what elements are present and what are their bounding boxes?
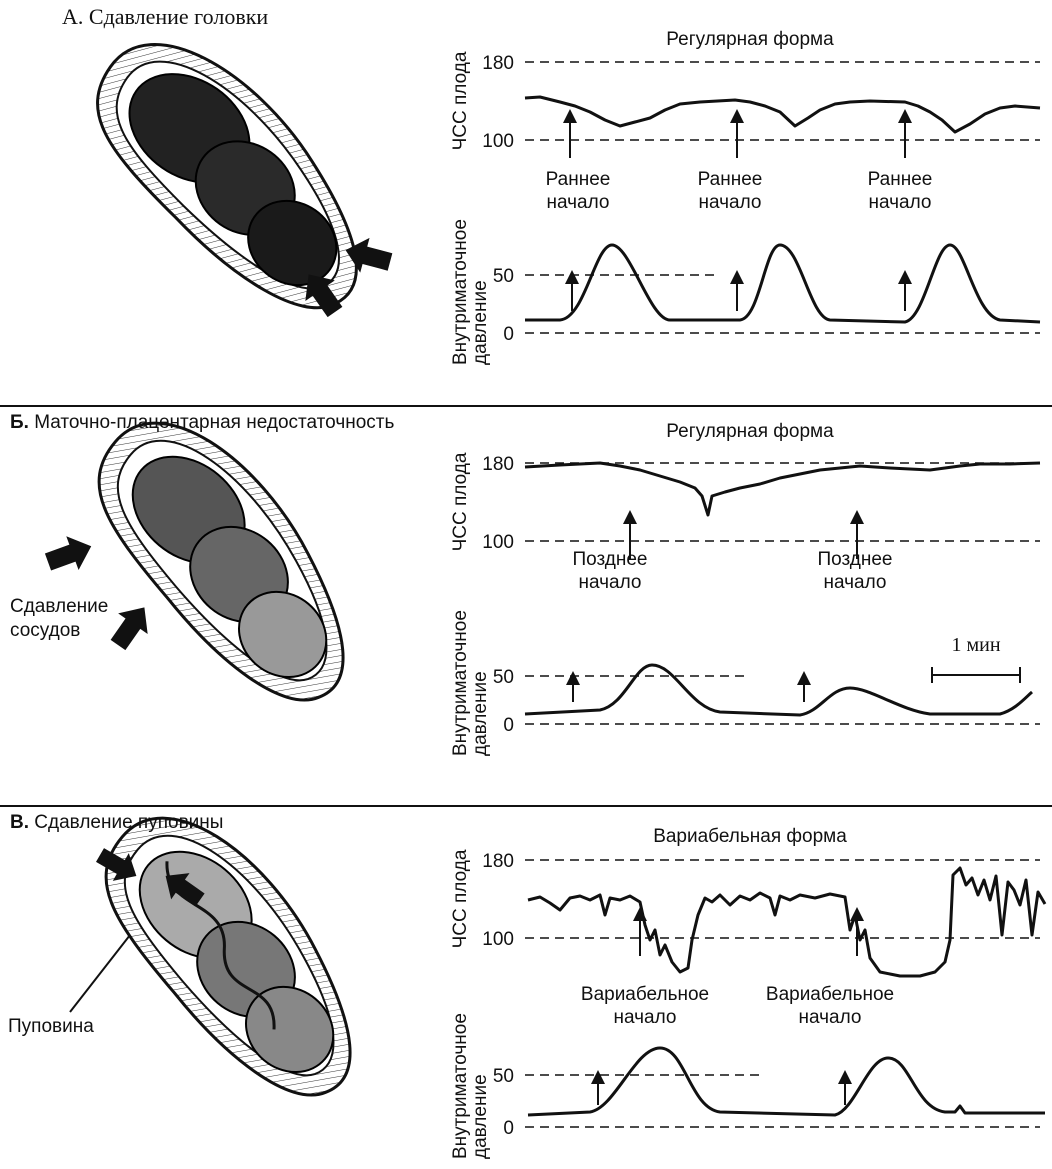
illustration <box>96 43 358 310</box>
pressure-arrow <box>96 848 137 881</box>
annotation: Раннее <box>868 169 933 190</box>
axis-label: ЧСС плода <box>450 452 471 551</box>
tick-label: 50 <box>493 667 514 688</box>
tick-label: 0 <box>503 715 514 736</box>
annotation: Вариабельное <box>581 984 709 1005</box>
illustration <box>97 421 345 702</box>
tick-label: 50 <box>493 266 514 287</box>
axis-label: ЧСС плода <box>450 849 471 948</box>
panel-letter: В. <box>10 812 29 833</box>
fhr-title: Вариабельная форма <box>653 826 847 847</box>
scale-label: 1 мин <box>951 634 1000 656</box>
tick-label: 0 <box>503 1118 514 1139</box>
illustration-label: сосудов <box>10 620 80 641</box>
pressure-arrow <box>345 237 393 273</box>
panel-title-text: Сдавление головки <box>89 4 269 29</box>
annotation: Позднее <box>572 549 647 570</box>
tick-label: 0 <box>503 324 514 345</box>
tick-label: 180 <box>482 53 514 74</box>
axis-label: Внутриматочное <box>450 610 471 756</box>
pressure-trace <box>525 243 1041 324</box>
tick-label: 100 <box>482 131 514 152</box>
illustration-label: Сдавление <box>10 596 108 617</box>
pressure-arrow <box>305 274 343 318</box>
pressure-arrow <box>44 536 92 571</box>
annotation: начало <box>579 572 642 593</box>
tick-label: 180 <box>482 454 514 475</box>
annotation: Раннее <box>546 169 611 190</box>
pressure-trace <box>527 1046 1045 1117</box>
tick-label: 50 <box>493 1066 514 1087</box>
fhr-title: Регулярная форма <box>666 29 834 50</box>
tick-label: 100 <box>482 532 514 553</box>
fhr-trace <box>524 461 1041 517</box>
pressure-arrow <box>165 873 205 907</box>
fhr-trace <box>524 95 1041 134</box>
axis-label: Внутриматочное <box>450 219 471 365</box>
fhr-trace <box>527 866 1047 978</box>
axis-label: давление <box>470 280 491 365</box>
tick-label: 100 <box>482 929 514 950</box>
axis-label: Внутриматочное <box>450 1013 471 1159</box>
annotation: начало <box>799 1007 862 1028</box>
pressure-arrow <box>110 607 148 651</box>
tick-label: 180 <box>482 851 514 872</box>
annotation: начало <box>869 192 932 213</box>
annotation: начало <box>614 1007 677 1028</box>
panel-title: В. Сдавление пуповины <box>10 812 223 833</box>
panel-title: А. Сдавление головки <box>62 4 268 29</box>
annotation: начало <box>547 192 610 213</box>
annotation: начало <box>699 192 762 213</box>
panel-title-text: Сдавление пуповины <box>34 812 223 833</box>
pressure-trace <box>524 663 1033 717</box>
panel-title-text: Маточно-плацентарная недостаточность <box>34 412 394 433</box>
scale-bar <box>931 667 1021 683</box>
annotation: начало <box>824 572 887 593</box>
axis-label: ЧСС плода <box>450 51 471 150</box>
axis-label: давление <box>470 671 491 756</box>
annotation: Раннее <box>698 169 763 190</box>
annotation: Позднее <box>817 549 892 570</box>
pointer-line <box>69 934 131 1013</box>
annotation: Вариабельное <box>766 984 894 1005</box>
illustration <box>104 816 352 1097</box>
panel-letter: Б. <box>10 412 29 433</box>
illustration-label: Пуповина <box>8 1016 94 1037</box>
fhr-title: Регулярная форма <box>666 421 834 442</box>
panel-title: Б. Маточно-плацентарная недостаточность <box>10 412 394 433</box>
panel-letter: А. <box>62 4 83 29</box>
axis-label: давление <box>470 1074 491 1159</box>
